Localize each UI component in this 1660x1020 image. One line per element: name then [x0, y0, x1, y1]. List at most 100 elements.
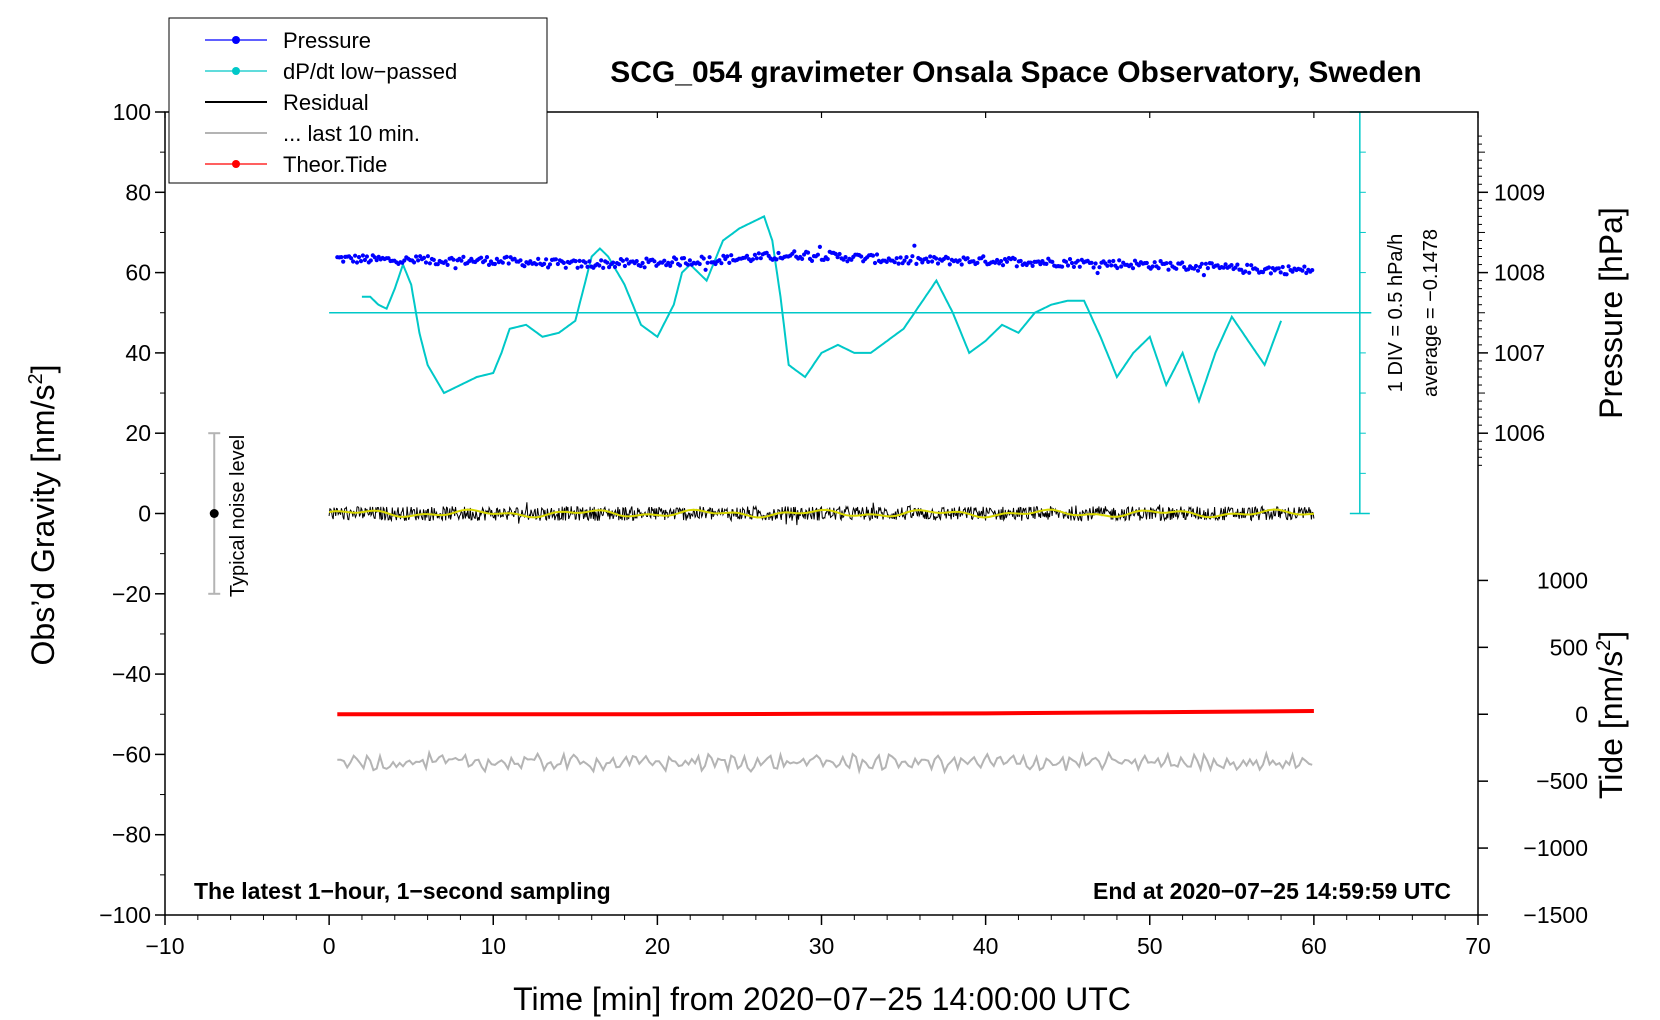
y-tick-label: 20 [125, 420, 151, 446]
pressure-point [914, 261, 919, 266]
pressure-point [1065, 263, 1071, 268]
residual-series-line [328, 502, 1315, 526]
pressure-point [805, 250, 811, 255]
pressure-point [1156, 266, 1161, 271]
pressure-point [904, 255, 909, 260]
pressure-point [362, 257, 367, 263]
pressure-point [1286, 264, 1291, 269]
pressure-point [1050, 259, 1055, 264]
pressure-point [1107, 259, 1112, 264]
x-tick-label: 20 [645, 933, 671, 959]
pressure-point [999, 259, 1004, 264]
pressure-point [1028, 260, 1033, 265]
legend-swatch-marker [232, 67, 240, 75]
y-axis-title-left-main: Obs’d Gravity [nm/s [25, 385, 61, 666]
pressure-point [924, 256, 929, 261]
pressure-point [1130, 266, 1136, 271]
pressure-point [945, 256, 951, 261]
pressure-point [435, 262, 440, 267]
y-tick-label: 60 [125, 260, 151, 286]
pressure-point [1209, 261, 1214, 266]
pressure-point [1221, 265, 1226, 270]
pressure-point [482, 258, 488, 263]
pressure-point [599, 258, 604, 263]
pressure-point [902, 258, 907, 263]
legend-swatch-marker [232, 160, 240, 168]
pressure-point [744, 253, 750, 258]
pressure-point [423, 260, 429, 265]
pressure-point [583, 260, 588, 265]
pressure-point [1302, 264, 1307, 269]
pressure-point [920, 260, 925, 265]
pressure-point [1290, 269, 1295, 274]
y-tick-label: −100 [99, 902, 151, 928]
pressure-point [1097, 265, 1102, 270]
legend-swatch-marker [232, 36, 240, 44]
pressure-point [1067, 257, 1073, 262]
pressure-point [1164, 261, 1169, 266]
pressure-point [809, 258, 815, 263]
pressure-point [934, 256, 939, 261]
tide-tick-label: 0 [1575, 701, 1588, 727]
pressure-point [368, 258, 373, 263]
pressure-point [500, 260, 505, 265]
pressure-point [1201, 273, 1206, 278]
pressure-point [835, 255, 840, 260]
pressure-point [453, 266, 458, 271]
x-tick-label: 70 [1465, 933, 1491, 959]
legend: Pressure dP/dt low−passed Residual ... last… [168, 17, 548, 184]
pressure-point [573, 259, 578, 264]
pressure-point [341, 259, 346, 264]
pressure-point [928, 254, 933, 259]
pressure-point [414, 254, 419, 259]
legend-label: dP/dt low−passed [283, 59, 457, 84]
axes-layer: −10 0 10 20 30 40 50 60 70−100−80−60−40−20020406… [99, 99, 1588, 959]
pressure-point [1233, 265, 1238, 270]
y-tick-label: 100 [113, 99, 151, 125]
pressure-point [701, 256, 706, 261]
pressure-point [674, 257, 679, 262]
pressure-point [965, 256, 970, 261]
pressure-point [1095, 270, 1100, 276]
pressure-point [1180, 260, 1185, 265]
pressure-point [721, 253, 726, 258]
pressure-point [1195, 268, 1201, 273]
y-axis-title-tide-main: Tide [nm/s [1593, 651, 1629, 799]
pressure-point [459, 258, 464, 263]
x-tick-label: 50 [1137, 933, 1163, 959]
pressure-point [431, 257, 436, 262]
footer-left: The latest 1−hour, 1−second sampling [194, 878, 611, 904]
pressure-point [894, 256, 899, 261]
pressure-point [1018, 258, 1023, 264]
pressure-point [1310, 268, 1315, 273]
pressure-point [1304, 270, 1309, 276]
pressure-point [1300, 268, 1305, 273]
legend-label: Pressure [283, 28, 371, 53]
tide-tick-label: −1000 [1523, 835, 1588, 861]
pressure-point [681, 256, 687, 261]
pressure-point [587, 259, 592, 264]
pressure-point [957, 258, 962, 263]
y-tick-label: 40 [125, 340, 151, 366]
pressure-point [1235, 262, 1240, 267]
pressure-point [443, 259, 448, 264]
pressure-point [717, 258, 722, 263]
pressure-point [360, 253, 365, 258]
pressure-point [597, 263, 602, 268]
pressure-point [1004, 259, 1010, 264]
pressure-tick-label: 1006 [1494, 420, 1545, 446]
pressure-point [555, 261, 561, 267]
pressure-point [776, 250, 781, 256]
pressure-point [1229, 263, 1234, 268]
pressure-point [402, 258, 407, 263]
pressure-point [451, 257, 456, 262]
pressure-point [1109, 263, 1114, 268]
pressure-point [1144, 260, 1149, 266]
pressure-point [1284, 272, 1289, 277]
pressure-point [563, 265, 568, 270]
pressure-point [1038, 262, 1043, 267]
pressure-point [817, 244, 823, 249]
pressure-point [1030, 263, 1035, 268]
pressure-point [427, 261, 432, 266]
